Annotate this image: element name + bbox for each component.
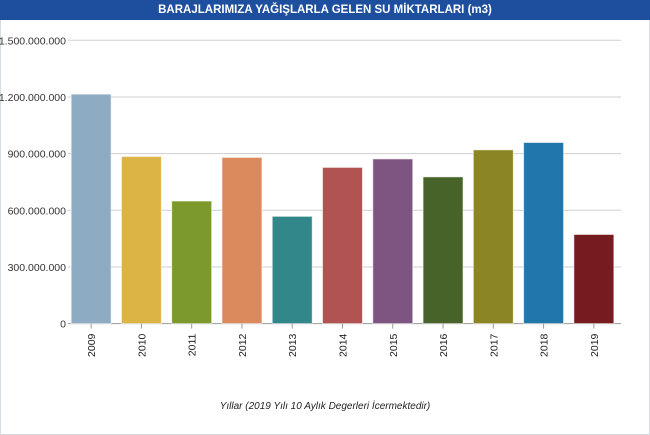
bar-2017 xyxy=(472,149,514,325)
x-tick-label: 2016 xyxy=(438,333,450,357)
x-tick-label: 2014 xyxy=(338,333,350,357)
y-tick-label: 1.500.000.000 xyxy=(0,35,66,47)
bar-2019 xyxy=(573,233,615,325)
y-tick-label: 1.200.000.000 xyxy=(0,92,66,104)
x-tick-label: 2011 xyxy=(187,333,199,356)
x-tick-label: 2010 xyxy=(136,333,148,357)
y-tick-label: 900.000.000 xyxy=(8,149,67,161)
bar-2010 xyxy=(120,155,162,325)
bar-2014 xyxy=(322,166,363,325)
x-tick-label: 2019 xyxy=(589,333,601,357)
x-tick-label: 2013 xyxy=(287,333,299,357)
bar-2018 xyxy=(523,141,565,325)
y-tick-label: 300.000.000 xyxy=(8,262,67,274)
bar-2016 xyxy=(422,176,464,325)
bar-2013 xyxy=(271,215,313,325)
y-tick-label: 0 xyxy=(60,319,66,331)
x-tick-label: 2018 xyxy=(539,333,551,357)
y-tick-label: 600.000.000 xyxy=(8,205,67,217)
x-tick-label: 2017 xyxy=(488,333,500,357)
x-axis-title: Yıllar (2019 Yılı 10 Aylık Degerleri İce… xyxy=(219,401,431,412)
x-tick-label: 2009 xyxy=(86,333,98,357)
bar-2009 xyxy=(70,93,112,325)
x-tick-label: 2015 xyxy=(388,333,400,357)
bar-2012 xyxy=(221,156,263,325)
bar-2015 xyxy=(372,158,414,325)
chart-title: BARAJLARIMIZA YAĞIŞLARLA GELEN SU MİKTAR… xyxy=(0,0,650,20)
x-tick-label: 2012 xyxy=(237,333,249,357)
bar-2011 xyxy=(171,200,213,325)
